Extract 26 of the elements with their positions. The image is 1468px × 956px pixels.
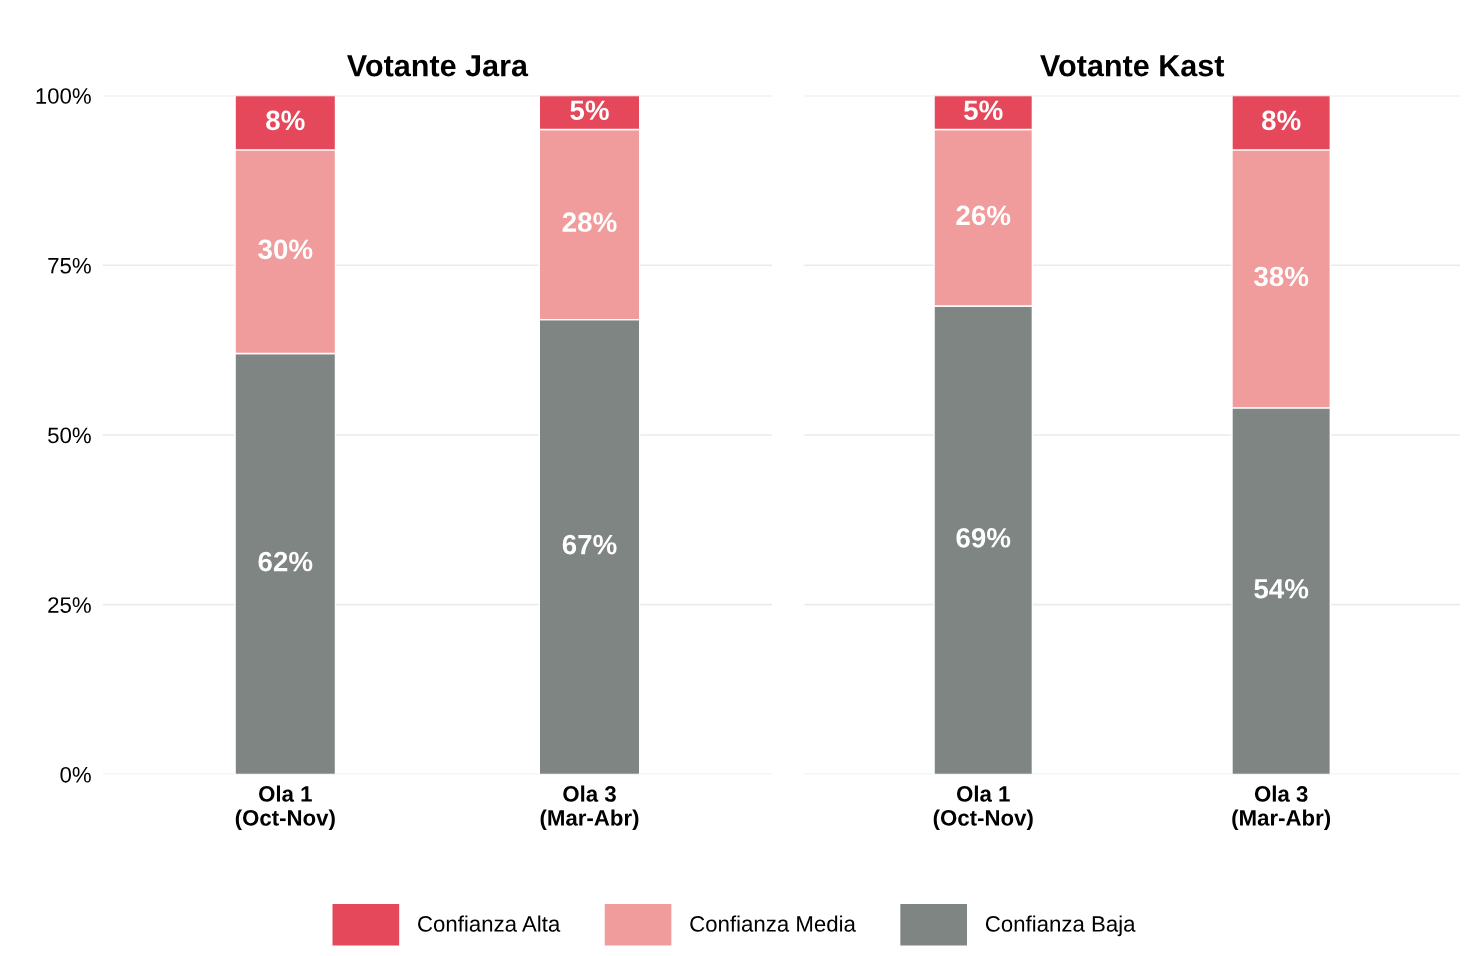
data-label: 5%: [570, 100, 609, 121]
x-tick-label: Ola 3 (Mar-Abr): [1232, 785, 1331, 831]
x-tick-label: Ola 1 (Oct-Nov): [235, 785, 335, 831]
y-tick-label: 25%: [48, 597, 91, 613]
legend-label: Confianza Alta: [418, 915, 561, 932]
y-tick-label: 75%: [48, 257, 91, 274]
legend-label: Confianza Baja: [985, 915, 1136, 937]
chart-title: Votante Jara: [347, 55, 529, 77]
data-label: 67%: [562, 534, 617, 555]
data-label: 26%: [956, 205, 1011, 226]
data-label: 54%: [1254, 578, 1309, 599]
y-tick-label: 50%: [48, 427, 91, 444]
y-tick-label: 100%: [36, 88, 91, 104]
y-tick-label: 0%: [60, 766, 91, 783]
x-tick-label: Ola 1 (Oct-Nov): [933, 785, 1033, 831]
data-label: 30%: [258, 239, 313, 260]
data-label: 28%: [562, 212, 617, 233]
legend-label: Confianza Media: [690, 915, 856, 932]
x-tick-label: Ola 3 (Mar-Abr): [540, 785, 639, 831]
data-label: 8%: [1261, 110, 1301, 131]
data-label: 8%: [266, 110, 305, 131]
data-label: 62%: [258, 551, 313, 572]
data-label: 5%: [964, 100, 1003, 121]
data-label: 38%: [1254, 266, 1309, 287]
data-label: 69%: [956, 527, 1011, 548]
chart-title: Votante Kast: [1040, 55, 1225, 77]
